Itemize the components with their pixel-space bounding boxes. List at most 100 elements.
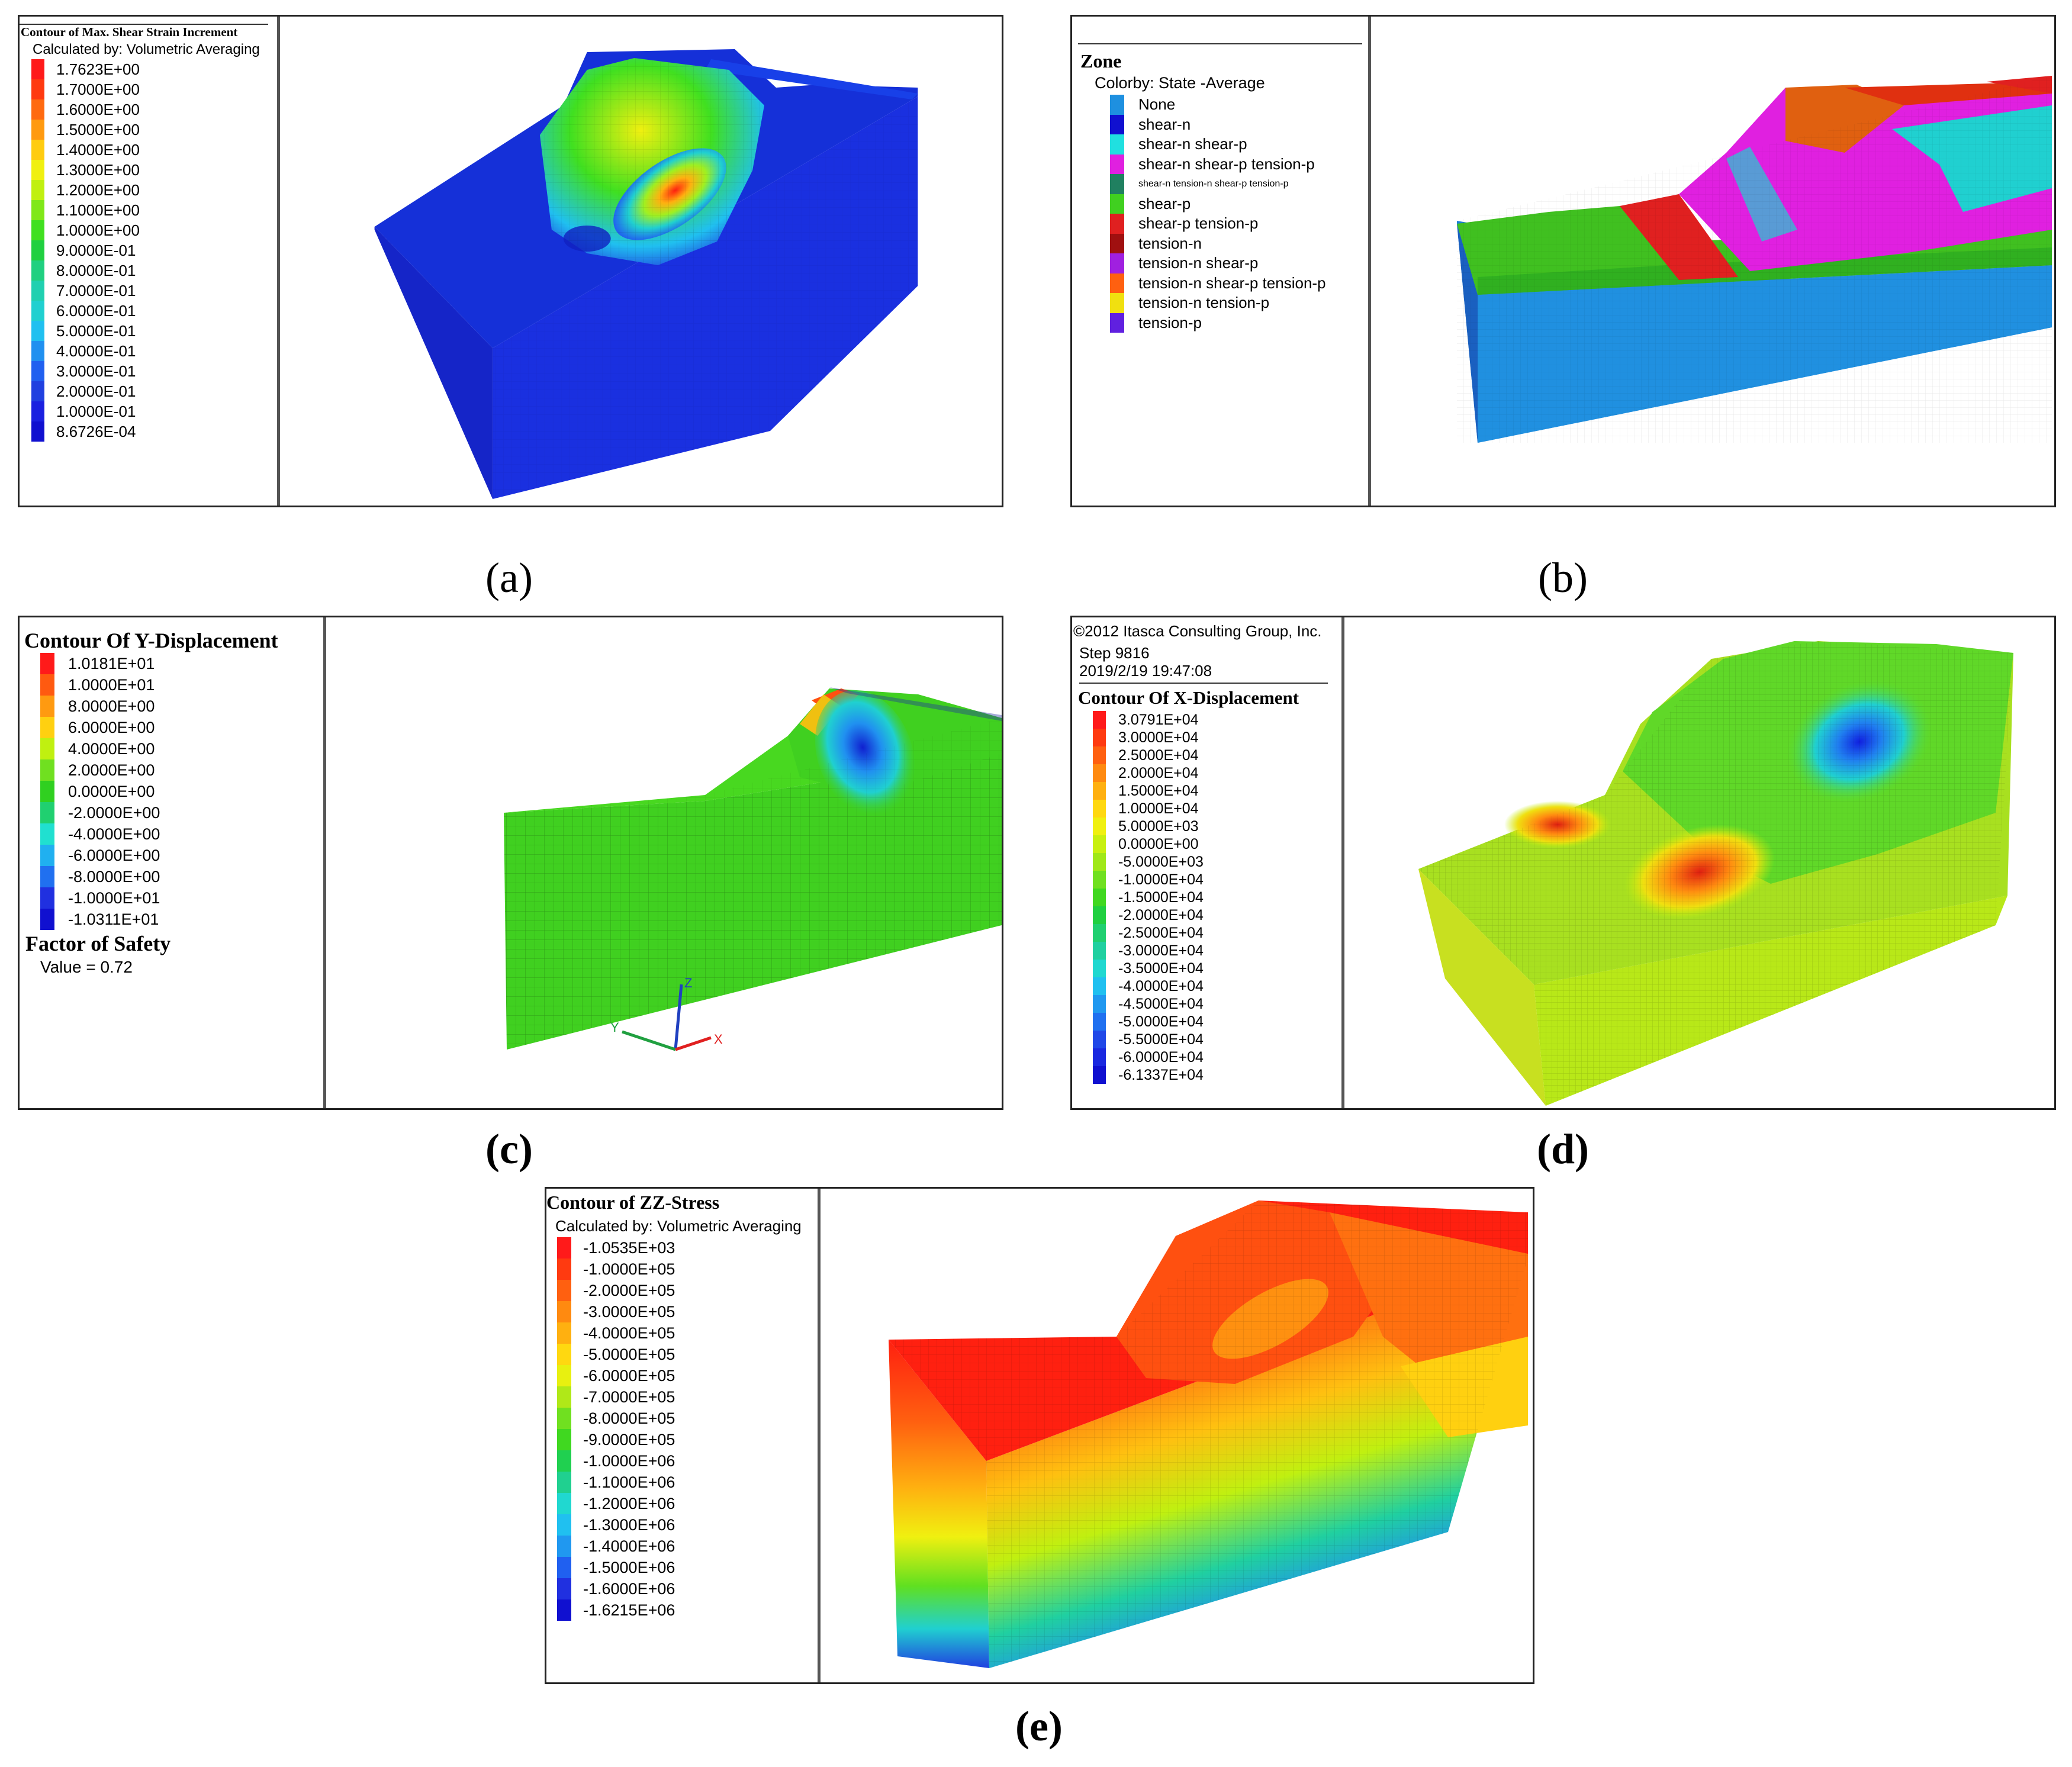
legend-row: 3.0791E+04 [1072,711,1341,729]
legend-row: -1.0000E+01 [20,887,323,909]
legend-row: -6.0000E+05 [546,1365,818,1386]
legend-swatch [40,823,54,845]
legend-label: -5.0000E+03 [1118,854,1204,870]
panel-b-slope-model [1457,76,2052,443]
legend-row: -4.0000E+05 [546,1322,818,1344]
legend-label: -3.0000E+05 [583,1303,675,1321]
legend-row: -2.5000E+04 [1072,924,1341,942]
legend-swatch [31,220,44,240]
legend-swatch [1110,273,1124,293]
legend-row: 4.0000E-01 [20,341,277,361]
legend-row: -6.0000E+00 [20,845,323,866]
legend-label: 1.6000E+00 [56,101,140,118]
legend-swatch [1110,114,1124,134]
legend-row: 2.5000E+04 [1072,746,1341,764]
panel-e: Contour of ZZ-Stress Calculated by: Volu… [545,1187,1534,1684]
legend-swatch [31,301,44,321]
legend-swatch [557,1301,571,1322]
legend-row: 1.0000E+01 [20,674,323,696]
legend-swatch [31,180,44,200]
legend-swatch [40,696,54,717]
legend-swatch [1110,233,1124,253]
legend-label: 8.0000E+00 [68,697,155,715]
legend-swatch [40,887,54,909]
panel-c: Contour Of Y-Displacement 1.0181E+01 1.00… [18,616,1003,1110]
legend-row: 0.0000E+00 [20,781,323,802]
legend-label: 6.0000E+00 [68,719,155,736]
legend-swatch [40,802,54,823]
legend-swatch [557,1259,571,1280]
legend-row: shear-p tension-p [1072,214,1368,234]
legend-swatch [1093,853,1106,871]
legend-row: -1.6215E+06 [546,1599,818,1621]
legend-swatch [557,1599,571,1621]
legend-swatch [31,79,44,99]
legend-swatch [1093,764,1106,782]
legend-label: -3.0000E+04 [1118,942,1204,959]
legend-swatch [31,120,44,140]
panel-b-title-rule [1078,43,1362,44]
panel-c-legend-title: Contour Of Y-Displacement [24,629,278,652]
legend-label: -1.6000E+06 [583,1580,675,1598]
legend-swatch [557,1280,571,1301]
legend-swatch [1110,154,1124,174]
legend-row: -4.0000E+00 [20,823,323,845]
legend-label: 1.1000E+00 [56,201,140,219]
legend-label: -1.0000E+04 [1118,871,1204,888]
legend-label: -2.0000E+04 [1118,907,1204,923]
legend-label: -1.0000E+05 [583,1260,675,1278]
panel-d-header-line-3: 2019/2/19 19:47:08 [1079,662,1212,680]
legend-swatch [557,1514,571,1536]
legend-row: -1.5000E+04 [1072,889,1341,906]
legend-label: 0.0000E+00 [68,783,155,800]
legend-row: -1.0000E+05 [546,1259,818,1280]
panel-d-model-view [1344,617,2054,1108]
legend-row: 1.5000E+00 [20,120,277,140]
legend-row: -9.0000E+05 [546,1429,818,1450]
legend-row: 2.0000E-01 [20,381,277,401]
legend-label: -1.0535E+03 [583,1239,675,1257]
legend-label: 1.7000E+00 [56,81,140,98]
legend-swatch [1093,995,1106,1013]
legend-label: 8.0000E-01 [56,262,136,279]
legend-swatch [1093,746,1106,764]
legend-label: 2.5000E+04 [1118,747,1199,764]
legend-swatch [31,381,44,401]
legend-label: -2.0000E+00 [68,804,160,822]
legend-swatch [557,1237,571,1259]
legend-label: -5.0000E+04 [1118,1013,1204,1030]
legend-label: 1.2000E+00 [56,181,140,199]
legend-row: 1.0000E-01 [20,401,277,421]
legend-row: tension-p [1072,313,1368,333]
panel-c-axis-x-label: X [714,1032,723,1047]
legend-label: 8.6726E-04 [56,423,136,440]
legend-row: tension-n shear-p [1072,253,1368,273]
legend-label: -2.5000E+04 [1118,925,1204,941]
legend-swatch [1093,782,1106,800]
legend-label: -4.0000E+05 [583,1324,675,1342]
legend-swatch [40,738,54,759]
legend-row: 2.0000E+00 [20,759,323,781]
legend-label: 5.0000E-01 [56,322,136,340]
legend-swatch [1093,817,1106,835]
legend-row: -1.2000E+06 [546,1493,818,1514]
legend-row: 2.0000E+04 [1072,764,1341,782]
legend-row: -4.0000E+04 [1072,977,1341,995]
legend-swatch [31,200,44,220]
legend-row: 1.4000E+00 [20,140,277,160]
legend-label: 1.5000E+00 [56,121,140,139]
legend-label: -1.3000E+06 [583,1516,675,1534]
panel-e-legend-title: Contour of ZZ-Stress [546,1192,720,1213]
legend-row: 9.0000E-01 [20,240,277,260]
caption-a: (a) [485,554,533,601]
panel-a-legend: Contour of Max. Shear Strain Increment C… [20,17,280,506]
legend-label: -1.1000E+06 [583,1473,675,1491]
legend-swatch [1110,95,1124,115]
legend-swatch [1093,1066,1106,1084]
caption-c: (c) [485,1125,533,1173]
legend-swatch [1093,871,1106,889]
legend-swatch [1093,1048,1106,1066]
panel-d-title-rule [1079,683,1328,684]
panel-b-legend-subtitle: Colorby: State -Average [1095,74,1265,92]
panel-c-model-view: Z Y X [326,617,1002,1108]
